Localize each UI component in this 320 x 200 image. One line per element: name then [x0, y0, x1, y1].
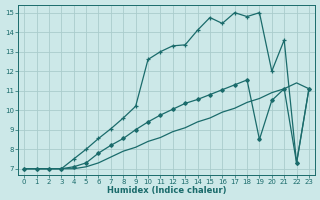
X-axis label: Humidex (Indice chaleur): Humidex (Indice chaleur) [107, 186, 226, 195]
